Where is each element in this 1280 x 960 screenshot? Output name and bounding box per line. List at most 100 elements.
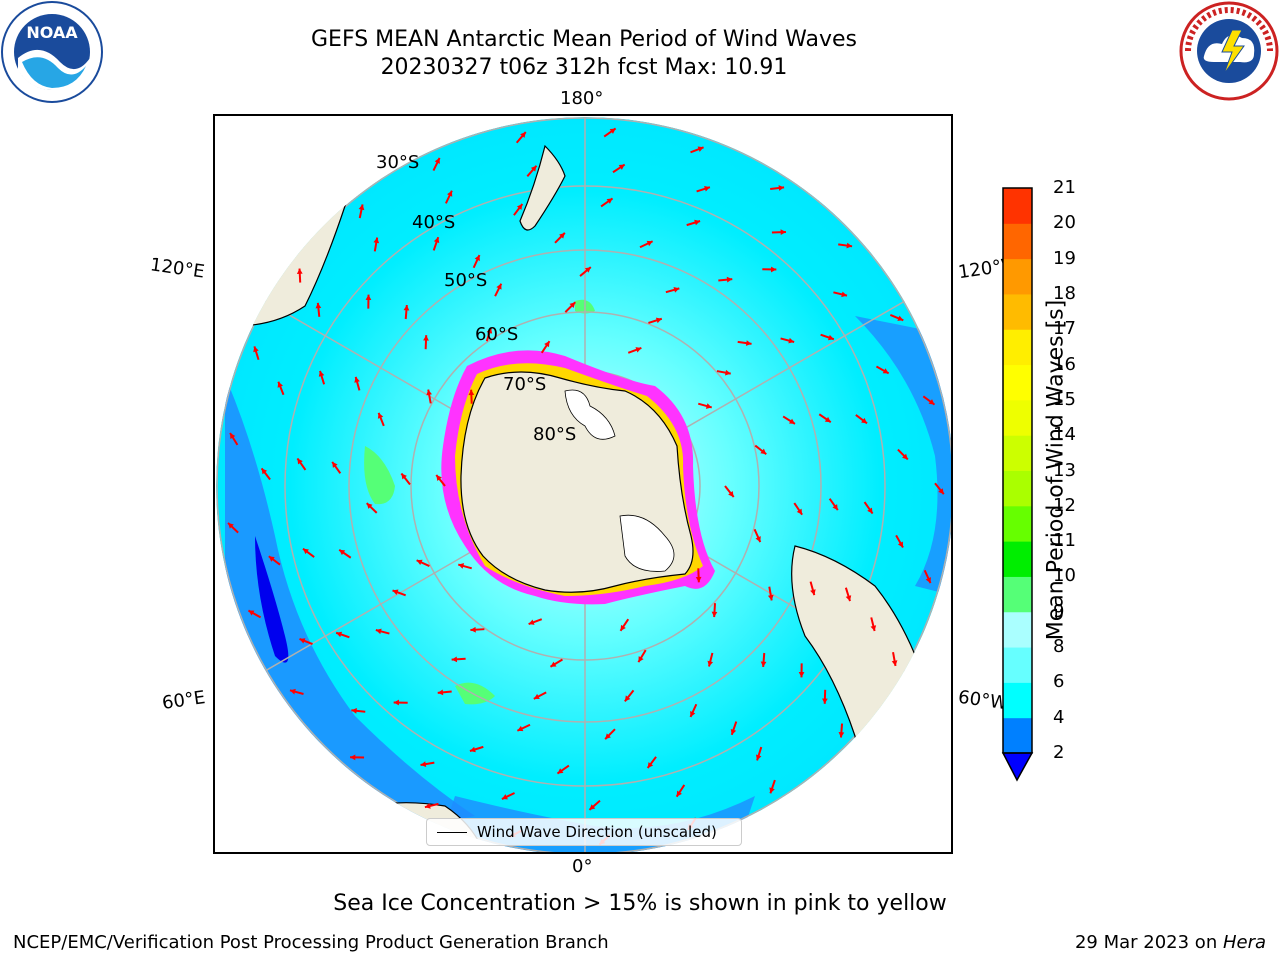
colorbar-tick-label: 16 <box>1053 353 1076 375</box>
wave-arrow-head <box>897 315 904 321</box>
wave-arrow-head <box>296 268 303 274</box>
wave-arrow-head <box>646 240 653 247</box>
wave-arrow-head <box>676 790 682 797</box>
wave-arrow-head <box>423 335 429 341</box>
wave-arrow-head <box>268 556 275 562</box>
colorbar-tick-label: 9 <box>1053 600 1065 622</box>
wave-arrow-head <box>620 624 626 631</box>
wave-arrow-head <box>609 128 616 134</box>
wave-arrow-head <box>339 549 346 556</box>
wave-arrow-head <box>925 577 931 584</box>
chart-title: GEFS MEAN Antarctic Mean Period of Wind … <box>311 27 857 52</box>
wave-arrow-head <box>707 660 714 667</box>
wave-arrow-head <box>350 754 356 761</box>
wave-arrow-head <box>824 416 831 423</box>
wave-arrow-head <box>788 337 795 344</box>
noaa-logo-text: NOAA <box>26 23 78 42</box>
lat-label: 40°S <box>412 212 456 233</box>
lat-label: 30°S <box>376 152 420 173</box>
wave-arrow-head <box>392 589 399 595</box>
wave-band-deep <box>255 536 289 663</box>
colorbar-tick-label: 15 <box>1053 388 1076 410</box>
wave-arrow-head <box>846 242 853 249</box>
wave-arrow-head <box>788 418 795 424</box>
map-legend: Wind Wave Direction (unscaled) <box>426 818 742 846</box>
wave-arrow-head <box>728 491 734 497</box>
wave-arrow-head <box>760 448 767 455</box>
colorbar-extend-triangle <box>1001 752 1034 782</box>
wave-arrow-head <box>297 458 303 465</box>
wave-arrow-head <box>745 340 752 346</box>
wave-arrow-head <box>468 389 475 396</box>
colorbar-cell <box>1003 470 1032 507</box>
wave-arrow-head <box>755 536 761 543</box>
colorbar-cell <box>1003 188 1032 224</box>
colorbar-tick-label: 6 <box>1053 671 1065 693</box>
wave-arrow-head <box>351 707 357 714</box>
colorbar-cell <box>1003 435 1032 471</box>
wave-arrow-head <box>470 626 476 633</box>
colorbar-tick-label: 11 <box>1053 530 1076 552</box>
wave-arrow-head <box>517 725 524 732</box>
wave-arrow-head <box>401 473 407 480</box>
footer-date: 29 Mar 2023 on Hera <box>1075 932 1266 953</box>
wave-arrow-head <box>365 294 372 300</box>
wave-arrow-head <box>228 522 234 529</box>
wave-arrow-head <box>635 347 642 353</box>
ice-shelf <box>564 389 616 440</box>
colorbar-tick-label: 12 <box>1053 494 1076 516</box>
colorbar-cell <box>1003 293 1032 330</box>
wave-arrow-head <box>778 185 785 191</box>
colorbar-tick-label: 20 <box>1053 212 1076 234</box>
green-patch <box>364 446 395 505</box>
wave-arrow-head <box>882 368 889 374</box>
colorbar-cell <box>1003 647 1032 683</box>
colorbar <box>1001 187 1034 782</box>
wave-arrow-head <box>516 203 523 210</box>
wave-arrow-head <box>798 672 805 678</box>
wave-arrow-head <box>891 660 898 666</box>
wave-arrow-head <box>605 733 611 740</box>
wave-arrow-head <box>458 563 465 569</box>
chart-subtitle: 20230327 t06z 312h fcst Max: 10.91 <box>380 55 788 80</box>
wave-arrow-head <box>711 611 718 618</box>
footer-branch: NCEP/EMC/Verification Post Processing Pr… <box>13 932 609 953</box>
wave-arrow-head <box>336 631 343 638</box>
wave-arrow-head <box>544 341 550 348</box>
wave-arrow-head <box>315 302 322 309</box>
wave-arrow-head <box>838 732 845 738</box>
wave-arrow-head <box>420 761 427 767</box>
colorbar-tick-label: 4 <box>1053 706 1065 728</box>
wave-arrow-head <box>822 698 828 704</box>
wave-arrow-head <box>755 754 762 761</box>
wave-arrow-head <box>289 688 296 695</box>
wave-arrow-head <box>230 432 236 439</box>
wave-arrow-head <box>373 237 380 244</box>
wave-arrow-head <box>277 381 283 388</box>
wave-arrow-head <box>928 399 935 405</box>
wave-arrow-head <box>938 488 944 495</box>
wave-arrow-head <box>870 625 877 632</box>
wave-arrow-head <box>501 794 508 800</box>
lon-label-180: 180° <box>560 88 604 109</box>
colorbar-cell <box>1003 364 1032 401</box>
wave-arrow-head <box>424 803 431 809</box>
wave-arrow-head <box>695 576 702 583</box>
lon-label-0: 0° <box>572 856 593 877</box>
wave-arrow-head <box>697 146 704 152</box>
wave-arrow-head <box>302 548 309 555</box>
wave-arrow-head <box>299 638 306 644</box>
colorbar-cell <box>1003 329 1032 366</box>
wave-arrow-head <box>767 594 774 601</box>
wave-arrow-head <box>704 186 710 192</box>
wave-arrow-head <box>769 787 775 794</box>
wave-arrow-head <box>606 198 613 204</box>
wave-arrow-head <box>730 728 737 735</box>
wave-arrow-head <box>861 417 868 424</box>
colorbar-cell <box>1003 505 1032 542</box>
legend-label: Wind Wave Direction (unscaled) <box>477 823 717 841</box>
wave-arrow-head <box>528 619 535 625</box>
colorbar-cell <box>1003 258 1032 295</box>
sea-ice-note: Sea Ice Concentration > 15% is shown in … <box>333 891 947 916</box>
wave-arrow-head <box>690 710 696 717</box>
